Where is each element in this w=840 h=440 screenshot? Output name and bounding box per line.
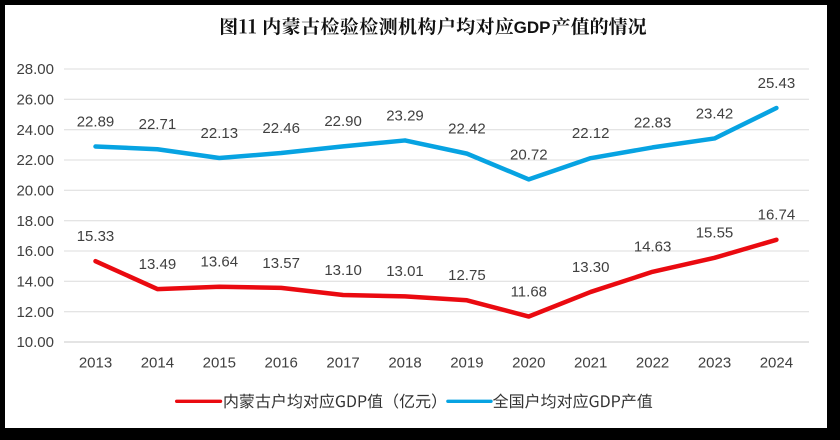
svg-text:2015: 2015 bbox=[203, 355, 236, 372]
svg-text:GDP: GDP bbox=[514, 18, 551, 37]
svg-text:22.90: 22.90 bbox=[324, 113, 362, 130]
svg-text:22.13: 22.13 bbox=[201, 125, 239, 142]
svg-text:23.42: 23.42 bbox=[696, 105, 734, 122]
svg-text:2022: 2022 bbox=[636, 355, 669, 372]
svg-text:2014: 2014 bbox=[141, 355, 174, 372]
svg-text:14.00: 14.00 bbox=[16, 274, 54, 291]
svg-text:13.10: 13.10 bbox=[324, 262, 362, 279]
svg-text:13.64: 13.64 bbox=[201, 254, 239, 271]
svg-text:15.33: 15.33 bbox=[77, 228, 115, 245]
svg-text:22.46: 22.46 bbox=[262, 120, 300, 137]
svg-text:11.68: 11.68 bbox=[511, 283, 547, 300]
svg-text:23.29: 23.29 bbox=[386, 107, 424, 124]
svg-text:13.57: 13.57 bbox=[262, 255, 300, 272]
svg-text:20.72: 20.72 bbox=[510, 146, 548, 163]
svg-text:25.43: 25.43 bbox=[758, 75, 796, 92]
svg-text:12.75: 12.75 bbox=[448, 267, 486, 284]
svg-text:22.12: 22.12 bbox=[572, 125, 610, 142]
svg-text:16.74: 16.74 bbox=[758, 207, 796, 224]
svg-text:14.63: 14.63 bbox=[634, 239, 672, 256]
svg-text:20.00: 20.00 bbox=[16, 183, 54, 200]
svg-text:2017: 2017 bbox=[326, 355, 359, 372]
svg-text:24.00: 24.00 bbox=[16, 122, 54, 139]
svg-text:18.00: 18.00 bbox=[16, 213, 54, 230]
svg-text:22.71: 22.71 bbox=[139, 116, 177, 133]
svg-text:2023: 2023 bbox=[698, 355, 731, 372]
svg-text:2013: 2013 bbox=[79, 355, 112, 372]
svg-text:2016: 2016 bbox=[265, 355, 298, 372]
svg-text:13.01: 13.01 bbox=[386, 263, 424, 280]
svg-text:12.00: 12.00 bbox=[16, 304, 54, 321]
svg-text:16.00: 16.00 bbox=[16, 243, 54, 260]
svg-text:28.00: 28.00 bbox=[16, 61, 54, 78]
svg-text:22.00: 22.00 bbox=[16, 152, 54, 169]
svg-text:2021: 2021 bbox=[574, 355, 607, 372]
svg-text:22.83: 22.83 bbox=[634, 114, 672, 131]
svg-text:2019: 2019 bbox=[450, 355, 483, 372]
svg-text:22.89: 22.89 bbox=[77, 113, 115, 130]
svg-text:2018: 2018 bbox=[388, 355, 421, 372]
svg-text:13.30: 13.30 bbox=[572, 259, 610, 276]
svg-text:10.00: 10.00 bbox=[16, 334, 54, 351]
svg-text:2020: 2020 bbox=[512, 355, 545, 372]
svg-text:22.42: 22.42 bbox=[448, 121, 486, 138]
svg-text:13.49: 13.49 bbox=[139, 256, 177, 273]
svg-text:26.00: 26.00 bbox=[16, 92, 54, 109]
svg-text:2024: 2024 bbox=[760, 355, 793, 372]
svg-text:15.55: 15.55 bbox=[696, 225, 734, 242]
